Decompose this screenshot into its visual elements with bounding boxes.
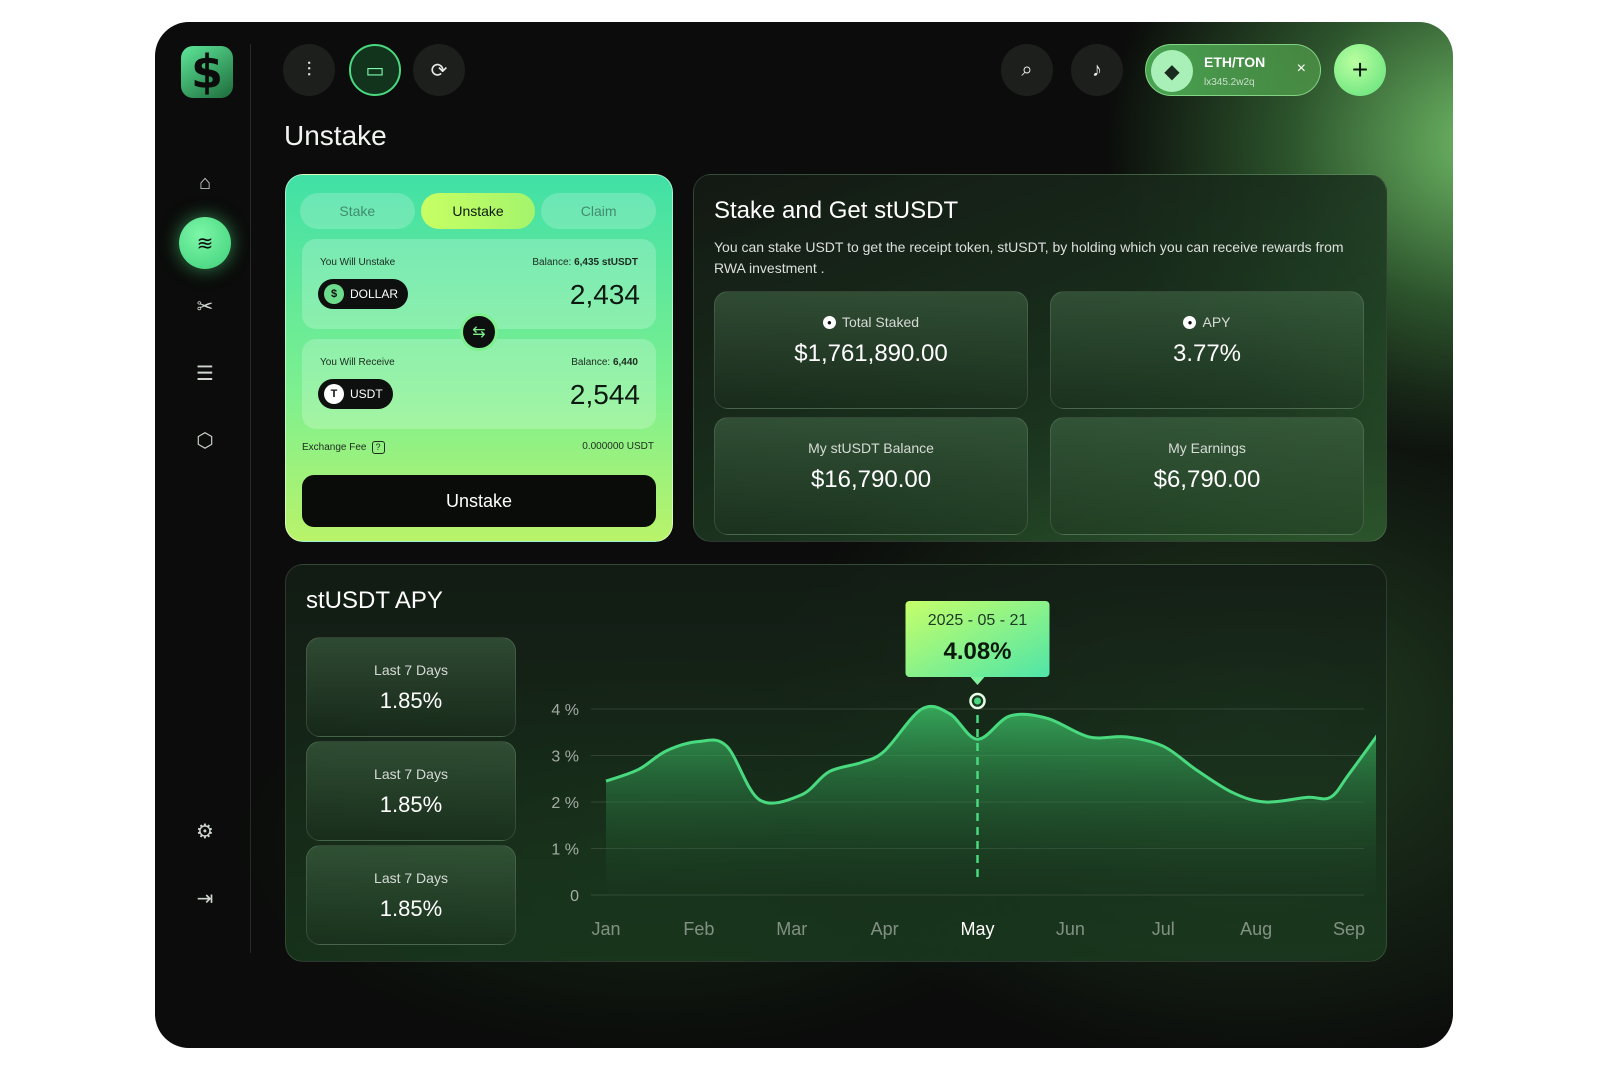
- add-button[interactable]: +: [1334, 44, 1386, 96]
- token-name: DOLLAR: [350, 287, 399, 301]
- from-label: You Will Unstake: [320, 257, 396, 268]
- tooltip-pointer: [970, 677, 985, 685]
- tether-icon: T: [324, 384, 344, 404]
- y-tick-label: 1 %: [551, 842, 579, 859]
- tab-claim[interactable]: Claim: [541, 193, 657, 229]
- period-card[interactable]: Last 7 Days 1.85%: [306, 637, 516, 737]
- tab-unstake[interactable]: Unstake: [420, 193, 536, 229]
- home-icon[interactable]: ⌂: [198, 171, 212, 194]
- tooltip-date: 2025 - 05 - 21: [928, 612, 1028, 629]
- close-icon[interactable]: ×: [1296, 60, 1306, 77]
- y-tick-label: 3 %: [551, 749, 579, 766]
- equalizer-icon[interactable]: ⫶: [283, 44, 335, 96]
- apy-card: stUSDT APY Last 7 Days 1.85% Last 7 Days…: [285, 564, 1387, 962]
- page-title: Unstake: [284, 120, 387, 151]
- sidebar: $ ⌂ ≋ ✂ ☰ ⬡ ⚙ ⇥: [155, 22, 251, 1048]
- database-icon[interactable]: ☰: [196, 362, 214, 385]
- logo: $: [181, 45, 233, 99]
- stake-info-card: Stake and Get stUSDT You can stake USDT …: [693, 174, 1387, 542]
- receive-field[interactable]: You Will Receive Balance: 6,440 T USDT 2…: [302, 339, 656, 429]
- y-tick-label: 4 %: [551, 702, 579, 719]
- stat-my-earnings: My Earnings $6,790.00: [1050, 417, 1364, 535]
- token-name: USDT: [350, 387, 383, 401]
- swap-cycle-icon[interactable]: ⟳: [413, 44, 465, 96]
- settings-icon[interactable]: ⚙: [196, 820, 214, 843]
- info-title: Stake and Get stUSDT: [714, 197, 959, 224]
- wallet-name: ETH/TON: [1204, 54, 1266, 70]
- info-dot-icon: ●: [1183, 315, 1197, 329]
- wallet-card-icon[interactable]: ▭: [349, 44, 401, 96]
- x-tick-label: Feb: [683, 919, 714, 939]
- apy-chart[interactable]: 0 1 % 2 % 3 % 4 % 2025 - 05 - 21 4.08% Jan Feb Ma…: [536, 587, 1376, 953]
- tooltip-value: 4.08%: [943, 638, 1011, 665]
- x-tick-label: Jun: [1056, 919, 1085, 939]
- exchange-fee-label: Exchange Fee?: [302, 441, 385, 454]
- token-selector-dollar[interactable]: $ DOLLAR: [318, 279, 409, 309]
- logout-icon[interactable]: ⇥: [196, 887, 214, 910]
- bell-icon[interactable]: ♪: [1071, 44, 1123, 96]
- wallet-address: lx345.2w2q: [1204, 77, 1255, 88]
- stat-total-staked: ● Total Staked $1,761,890.00: [714, 291, 1028, 409]
- period-card[interactable]: Last 7 Days 1.85%: [306, 845, 516, 945]
- stat-apy: ● APY 3.77%: [1050, 291, 1364, 409]
- exchange-fee-value: 0.000000 USDT: [582, 441, 654, 452]
- x-tick-label: Jan: [591, 919, 620, 939]
- to-balance: Balance: 6,440: [571, 357, 638, 368]
- search-icon[interactable]: ⌕: [1001, 44, 1053, 96]
- swap-direction-icon[interactable]: ⇆: [460, 313, 498, 351]
- series-line: [605, 704, 1376, 805]
- from-balance: Balance: 6,435 stUSDT: [532, 257, 638, 268]
- x-tick-label: Sep: [1333, 919, 1365, 939]
- apy-title: stUSDT APY: [306, 587, 443, 614]
- ethereum-icon: ◆: [1151, 50, 1193, 92]
- tooltip-box: [905, 601, 1050, 677]
- highlight-point-core: [974, 697, 981, 705]
- x-tick-label: Mar: [776, 919, 807, 939]
- cube-icon[interactable]: ⬡: [196, 429, 214, 452]
- info-description: You can stake USDT to get the receipt to…: [714, 239, 1344, 276]
- info-dot-icon: ●: [822, 315, 836, 329]
- help-icon[interactable]: ?: [371, 441, 385, 454]
- wallet-chip[interactable]: ◆ ETH/TON lx345.2w2q ×: [1145, 44, 1321, 96]
- layers-icon[interactable]: ≋: [179, 217, 231, 269]
- tab-stake[interactable]: Stake: [300, 193, 415, 229]
- x-tick-label: Jul: [1152, 919, 1175, 939]
- token-selector-usdt[interactable]: T USDT: [318, 379, 393, 409]
- y-tick-label: 0: [570, 888, 579, 905]
- to-label: You Will Receive: [320, 357, 395, 368]
- period-card[interactable]: Last 7 Days 1.85%: [306, 741, 516, 841]
- x-tick-label: Aug: [1240, 919, 1272, 939]
- x-tick-label: May: [960, 919, 994, 939]
- area-fill: [606, 706, 1376, 895]
- app-window: $ ⌂ ≋ ✂ ☰ ⬡ ⚙ ⇥ ⫶ ▭ ⟳ ⌕ ♪ ◆ ETH/TON lx34…: [155, 22, 1453, 1048]
- y-tick-label: 2 %: [551, 795, 579, 812]
- unstake-button[interactable]: Unstake: [302, 475, 656, 527]
- stat-my-balance: My stUSDT Balance $16,790.00: [714, 417, 1028, 535]
- x-tick-label: Apr: [871, 919, 899, 939]
- dollar-icon: $: [324, 284, 344, 304]
- stake-tabs: Stake Unstake Claim: [300, 193, 657, 229]
- tools-icon[interactable]: ✂: [196, 295, 214, 318]
- receive-amount: 2,544: [569, 379, 640, 410]
- unstake-card: Stake Unstake Claim You Will Unstake Bal…: [285, 174, 673, 542]
- unstake-amount[interactable]: 2,434: [569, 279, 640, 310]
